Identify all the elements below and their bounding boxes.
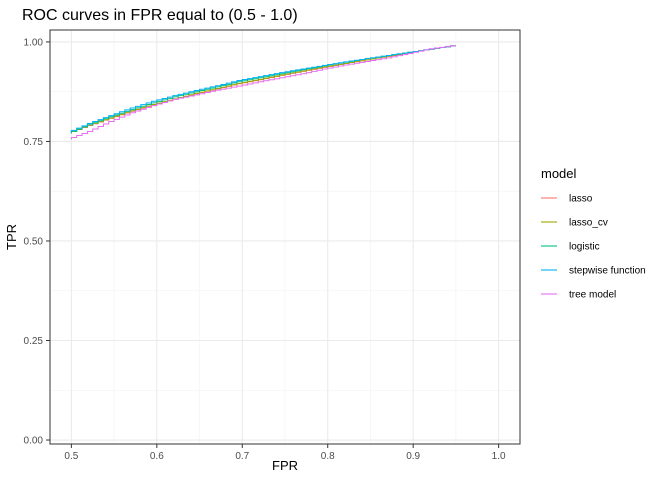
series-line-stepwise-function [70,45,456,133]
grid-major [50,30,520,444]
legend-label: logistic [569,242,600,253]
x-tick-label: 1.0 [492,451,506,462]
legend-title: model [541,166,577,181]
x-tick-label: 0.7 [235,451,249,462]
legend-label: lasso_cv [569,218,608,229]
y-tick-label: 0.00 [24,436,44,447]
x-tick-label: 0.5 [64,451,78,462]
x-tick-label: 0.9 [406,451,420,462]
legend-label: lasso [569,194,593,205]
legend: model lasso lasso_cv logistic stepwise func… [540,166,646,304]
y-axis: 0.00 0.25 0.50 0.75 1.00 [24,37,50,447]
y-tick-label: 1.00 [24,37,44,48]
series-line-tree-model [70,45,456,140]
legend-label: stepwise function [569,266,646,277]
legend-label: tree model [569,290,616,301]
y-tick-label: 0.50 [24,236,44,247]
x-axis-title: FPR [272,458,298,473]
y-axis-title: TPR [4,224,19,250]
y-tick-label: 0.25 [24,336,44,347]
y-tick-label: 0.75 [24,137,44,148]
plot-border [49,29,521,445]
x-axis: 0.5 0.6 0.7 0.8 0.9 1.0 [64,444,506,462]
x-tick-label: 0.8 [321,451,335,462]
grid-minor [50,30,520,444]
chart-title: ROC curves in FPR equal to (0.5 - 1.0) [22,7,298,24]
x-tick-label: 0.6 [150,451,164,462]
series-group [70,45,456,140]
